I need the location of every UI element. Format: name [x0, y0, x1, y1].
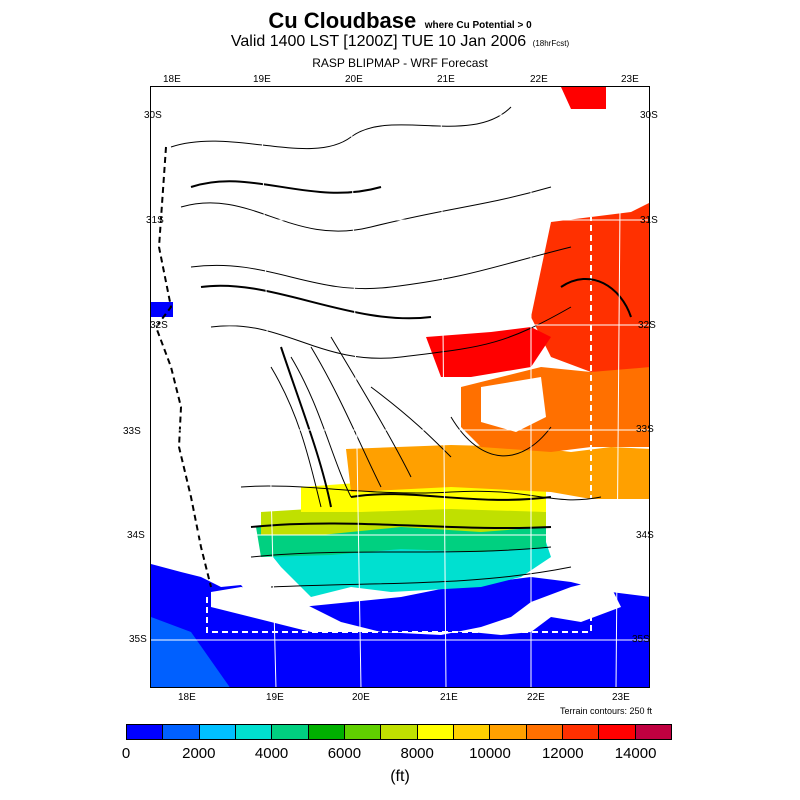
map-plot — [150, 86, 650, 688]
colorbar-swatch — [235, 725, 273, 739]
colorbar-swatch — [163, 725, 200, 739]
ocean-light — [151, 617, 230, 687]
colorbar-swatch — [381, 725, 418, 739]
lon-top-label: 18E — [163, 74, 181, 85]
lat-left-label: 35S — [129, 634, 147, 645]
colorbar-unit: (ft) — [390, 768, 410, 785]
colorbar-swatch — [127, 725, 164, 739]
colorbar-label: 8000 — [400, 745, 434, 762]
valid-time: Valid 1400 LST [1200Z] TUE 10 Jan 2006 (… — [0, 33, 800, 51]
colorbar-label: 12000 — [541, 745, 584, 762]
lon-bottom-label: 18E — [178, 692, 196, 703]
white-hole — [481, 377, 546, 432]
lat-left-label: 34S — [127, 530, 145, 541]
colorbar-label: 10000 — [469, 745, 511, 762]
lat-right-label: 30S — [640, 110, 658, 121]
lat-right-label: 33S — [636, 424, 654, 435]
chart-title: Cu Cloudbase where Cu Potential > 0 — [0, 8, 800, 34]
colorbar-swatch — [635, 725, 671, 739]
lon-bottom-label: 23E — [612, 692, 630, 703]
lat-right-label: 34S — [636, 530, 654, 541]
forecast-hours: (18hrFcst) — [532, 39, 570, 48]
colorbar — [126, 724, 672, 740]
lon-bottom-label: 19E — [266, 692, 284, 703]
cloudbase-red-mid — [426, 327, 551, 377]
colorbar-swatch — [417, 725, 454, 739]
lon-bottom-label: 22E — [527, 692, 545, 703]
colorbar-label: 6000 — [327, 745, 362, 762]
boundary-line-west — [154, 146, 212, 588]
lat-left-label: 31S — [146, 215, 164, 226]
colorbar-swatch — [453, 725, 491, 739]
graticule — [151, 87, 649, 687]
lat-right-label: 32S — [638, 320, 656, 331]
lon-top-label: 21E — [437, 74, 455, 85]
ocean-west-patch — [151, 302, 173, 317]
colorbar-label: 14000 — [614, 745, 657, 762]
colorbar-label: 0 — [121, 745, 131, 762]
terrain-contours — [170, 106, 602, 588]
colorbar-swatch — [526, 725, 563, 739]
lon-top-label: 20E — [345, 74, 363, 85]
colorbar-label: 4000 — [254, 745, 289, 762]
lon-top-label: 23E — [621, 74, 639, 85]
lon-top-label: 22E — [530, 74, 548, 85]
colorbar-swatch — [308, 725, 345, 739]
cloudbase-orange-zone — [346, 445, 649, 499]
lon-bottom-label: 20E — [352, 692, 370, 703]
colorbar-swatch — [272, 725, 309, 739]
valid-text: Valid 1400 LST [1200Z] TUE 10 Jan 2006 — [230, 33, 527, 50]
terrain-contours-bold — [190, 180, 632, 530]
lat-left-label: 32S — [150, 320, 168, 331]
title-main: Cu Cloudbase — [268, 8, 417, 33]
colorbar-swatch — [490, 725, 527, 739]
colorbar-swatch — [599, 725, 636, 739]
lat-right-label: 35S — [632, 634, 650, 645]
coast-gap — [211, 582, 621, 635]
cloudbase-red-top — [561, 87, 606, 109]
lat-left-label: 33S — [123, 426, 141, 437]
map-svg — [151, 87, 649, 687]
lon-bottom-label: 21E — [440, 692, 458, 703]
model-name: RASP BLIPMAP - WRF Forecast — [312, 56, 488, 70]
colorbar-swatch — [562, 725, 600, 739]
colorbar-label: 2000 — [182, 745, 216, 762]
lat-left-label: 30S — [144, 110, 162, 121]
terrain-note: Terrain contours: 250 ft — [560, 706, 653, 716]
lon-top-label: 19E — [253, 74, 271, 85]
lat-right-label: 31S — [640, 215, 658, 226]
colorbar-swatch — [344, 725, 382, 739]
colorbar-swatch — [199, 725, 236, 739]
title-note: where Cu Potential > 0 — [424, 20, 532, 31]
